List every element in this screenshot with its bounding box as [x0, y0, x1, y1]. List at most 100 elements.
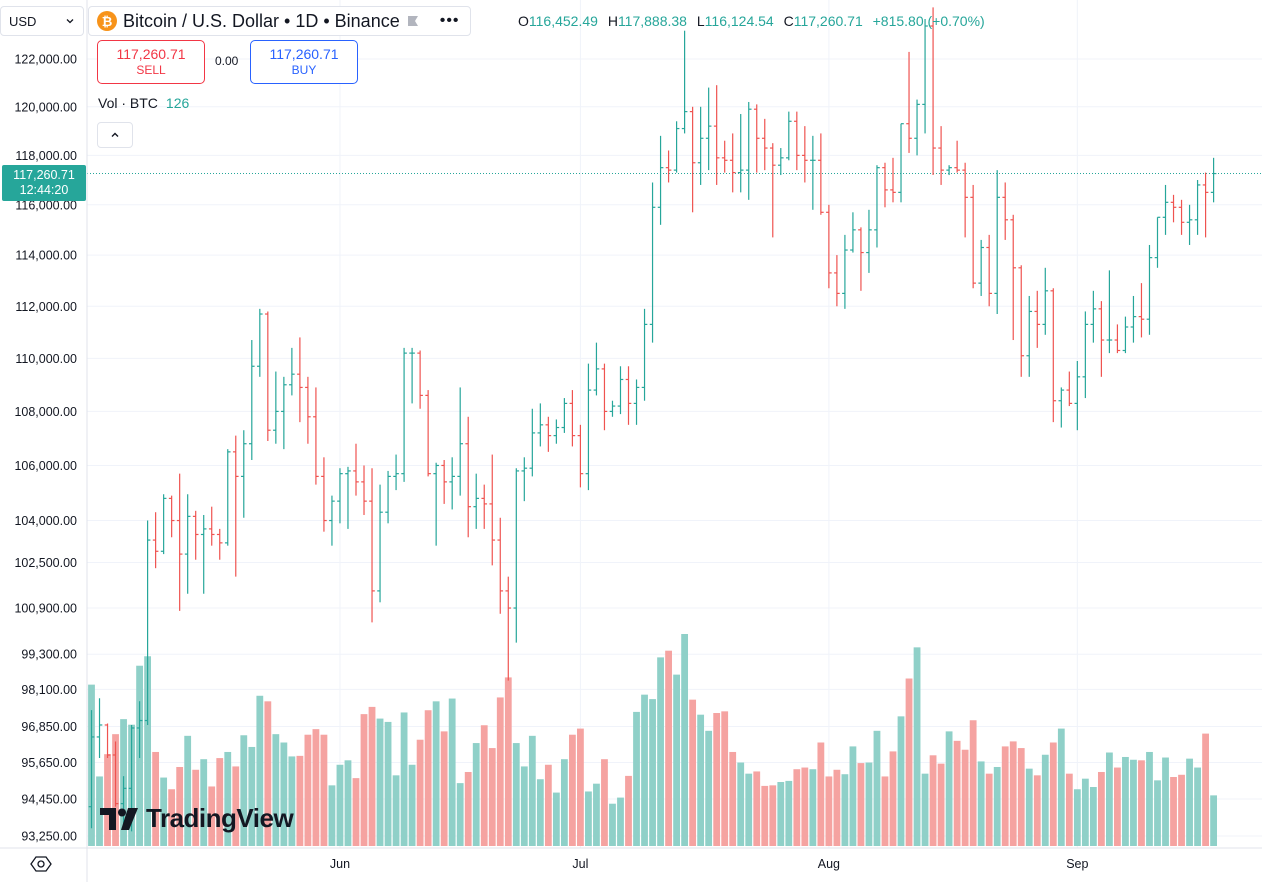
ohlc-bar [874, 165, 880, 248]
low-label: L [696, 13, 705, 29]
ohlc-bar [561, 398, 568, 433]
low-value: 116,124.54 [704, 13, 774, 29]
chevron-up-icon [111, 132, 119, 137]
volume-bar [560, 759, 568, 846]
ohlc-bar [441, 460, 447, 504]
volume-bar [849, 746, 857, 846]
volume-bar [585, 791, 592, 846]
more-icon[interactable]: ••• [439, 12, 460, 29]
volume-bar [1009, 741, 1017, 846]
x-tick-label: Sep [1066, 857, 1088, 871]
ohlc-bar [176, 473, 183, 611]
ohlc-bar [553, 419, 560, 444]
ohlc-bar [657, 135, 664, 225]
volume-bar [1178, 774, 1185, 846]
last-price-value: 117,260.71 [13, 168, 75, 182]
close-value: 117,260.71 [793, 13, 863, 29]
ohlc-bar [144, 520, 151, 725]
volume-bar [761, 785, 769, 846]
y-tick-label: 96,850.00 [21, 720, 77, 734]
volume-bar [192, 769, 200, 846]
volume-bar [320, 734, 328, 846]
ohlc-bar [1098, 301, 1105, 377]
ohlc-bar [1018, 265, 1025, 377]
volume-bar [1089, 787, 1097, 846]
volume-bar [256, 695, 264, 846]
currency-selector[interactable]: USD [0, 6, 84, 36]
volume-bar [593, 783, 600, 846]
volume-bar [1146, 751, 1153, 846]
volume-bar [945, 731, 953, 846]
tradingview-logo-text: TradingView [146, 803, 294, 833]
volume-bar [1186, 758, 1193, 846]
volume-bar [721, 711, 729, 846]
ohlc-bar [922, 18, 928, 134]
ohlc-bar [216, 528, 223, 560]
ohlc-bar [810, 135, 816, 210]
volume-bar [785, 780, 793, 846]
buy-label: BUY [291, 63, 317, 77]
volume-legend[interactable]: Vol · BTC 126 [98, 95, 189, 111]
y-tick-label: 118,000.00 [15, 149, 77, 163]
ohlc-bar [1154, 216, 1161, 268]
sell-label: SELL [136, 63, 166, 77]
ohlc-bar [906, 51, 912, 153]
ohlc-bar [1186, 204, 1193, 245]
y-tick-label: 94,450.00 [21, 793, 77, 807]
ohlc-bar [104, 723, 111, 758]
volume-bar [536, 779, 544, 846]
y-tick-label: 98,100.00 [21, 683, 77, 697]
settings-icon[interactable] [30, 853, 52, 875]
volume-bar [96, 776, 103, 846]
ohlc-bar [721, 140, 728, 173]
ohlc-bar [393, 454, 399, 491]
ohlc-bar [1058, 387, 1065, 428]
ohlc-bar [537, 403, 544, 447]
symbol-selector[interactable]: ₿ Bitcoin / U.S. Dollar • 1D • Binance •… [88, 6, 471, 36]
volume-bar [1025, 768, 1033, 846]
ohlc-bar [1026, 295, 1033, 377]
collapse-legend-button[interactable] [97, 122, 133, 148]
ohlc-bar [345, 466, 351, 529]
ohlc-bar [938, 126, 944, 185]
ohlc-bar [273, 371, 279, 444]
x-tick-label: Jul [572, 857, 588, 871]
ohlc-bar [1122, 316, 1129, 354]
ohlc-bar [1162, 184, 1169, 235]
volume-bar [1073, 789, 1081, 846]
ohlc-bar [1034, 290, 1041, 348]
ohlc-bar [200, 514, 207, 594]
ohlc-bar [705, 87, 712, 171]
ohlc-bar [681, 30, 688, 134]
tradingview-logo[interactable]: TradingView [100, 803, 294, 834]
ohlc-bar [665, 150, 672, 183]
ohlc-bar [745, 101, 752, 200]
volume-bar [296, 755, 304, 846]
y-tick-label: 108,000.00 [14, 405, 77, 419]
volume-bar [288, 756, 296, 846]
ohlc-bar [1106, 270, 1113, 354]
flag-icon[interactable] [406, 14, 420, 28]
ohlc-bar [281, 376, 287, 450]
volume-bar [272, 734, 280, 846]
ohlc-bar [305, 376, 311, 444]
ohlc-bar [329, 495, 335, 546]
ohlc-bar [1130, 295, 1137, 343]
volume-bar [697, 714, 705, 846]
volume-bar [352, 778, 360, 846]
volume-bar [1162, 757, 1169, 846]
ohlc-bar [1202, 172, 1209, 238]
ohlc-bar [1210, 157, 1217, 203]
volume-bar [376, 718, 384, 846]
volume-bar [264, 701, 272, 846]
sell-button[interactable]: 117,260.71 SELL [97, 40, 205, 84]
ohlc-bar [1170, 194, 1177, 223]
buy-button[interactable]: 117,260.71 BUY [250, 40, 358, 84]
high-value: 117,888.38 [617, 13, 687, 29]
volume-bar [104, 754, 111, 846]
volume-bar [160, 777, 168, 846]
y-tick-label: 112,000.00 [15, 300, 77, 314]
